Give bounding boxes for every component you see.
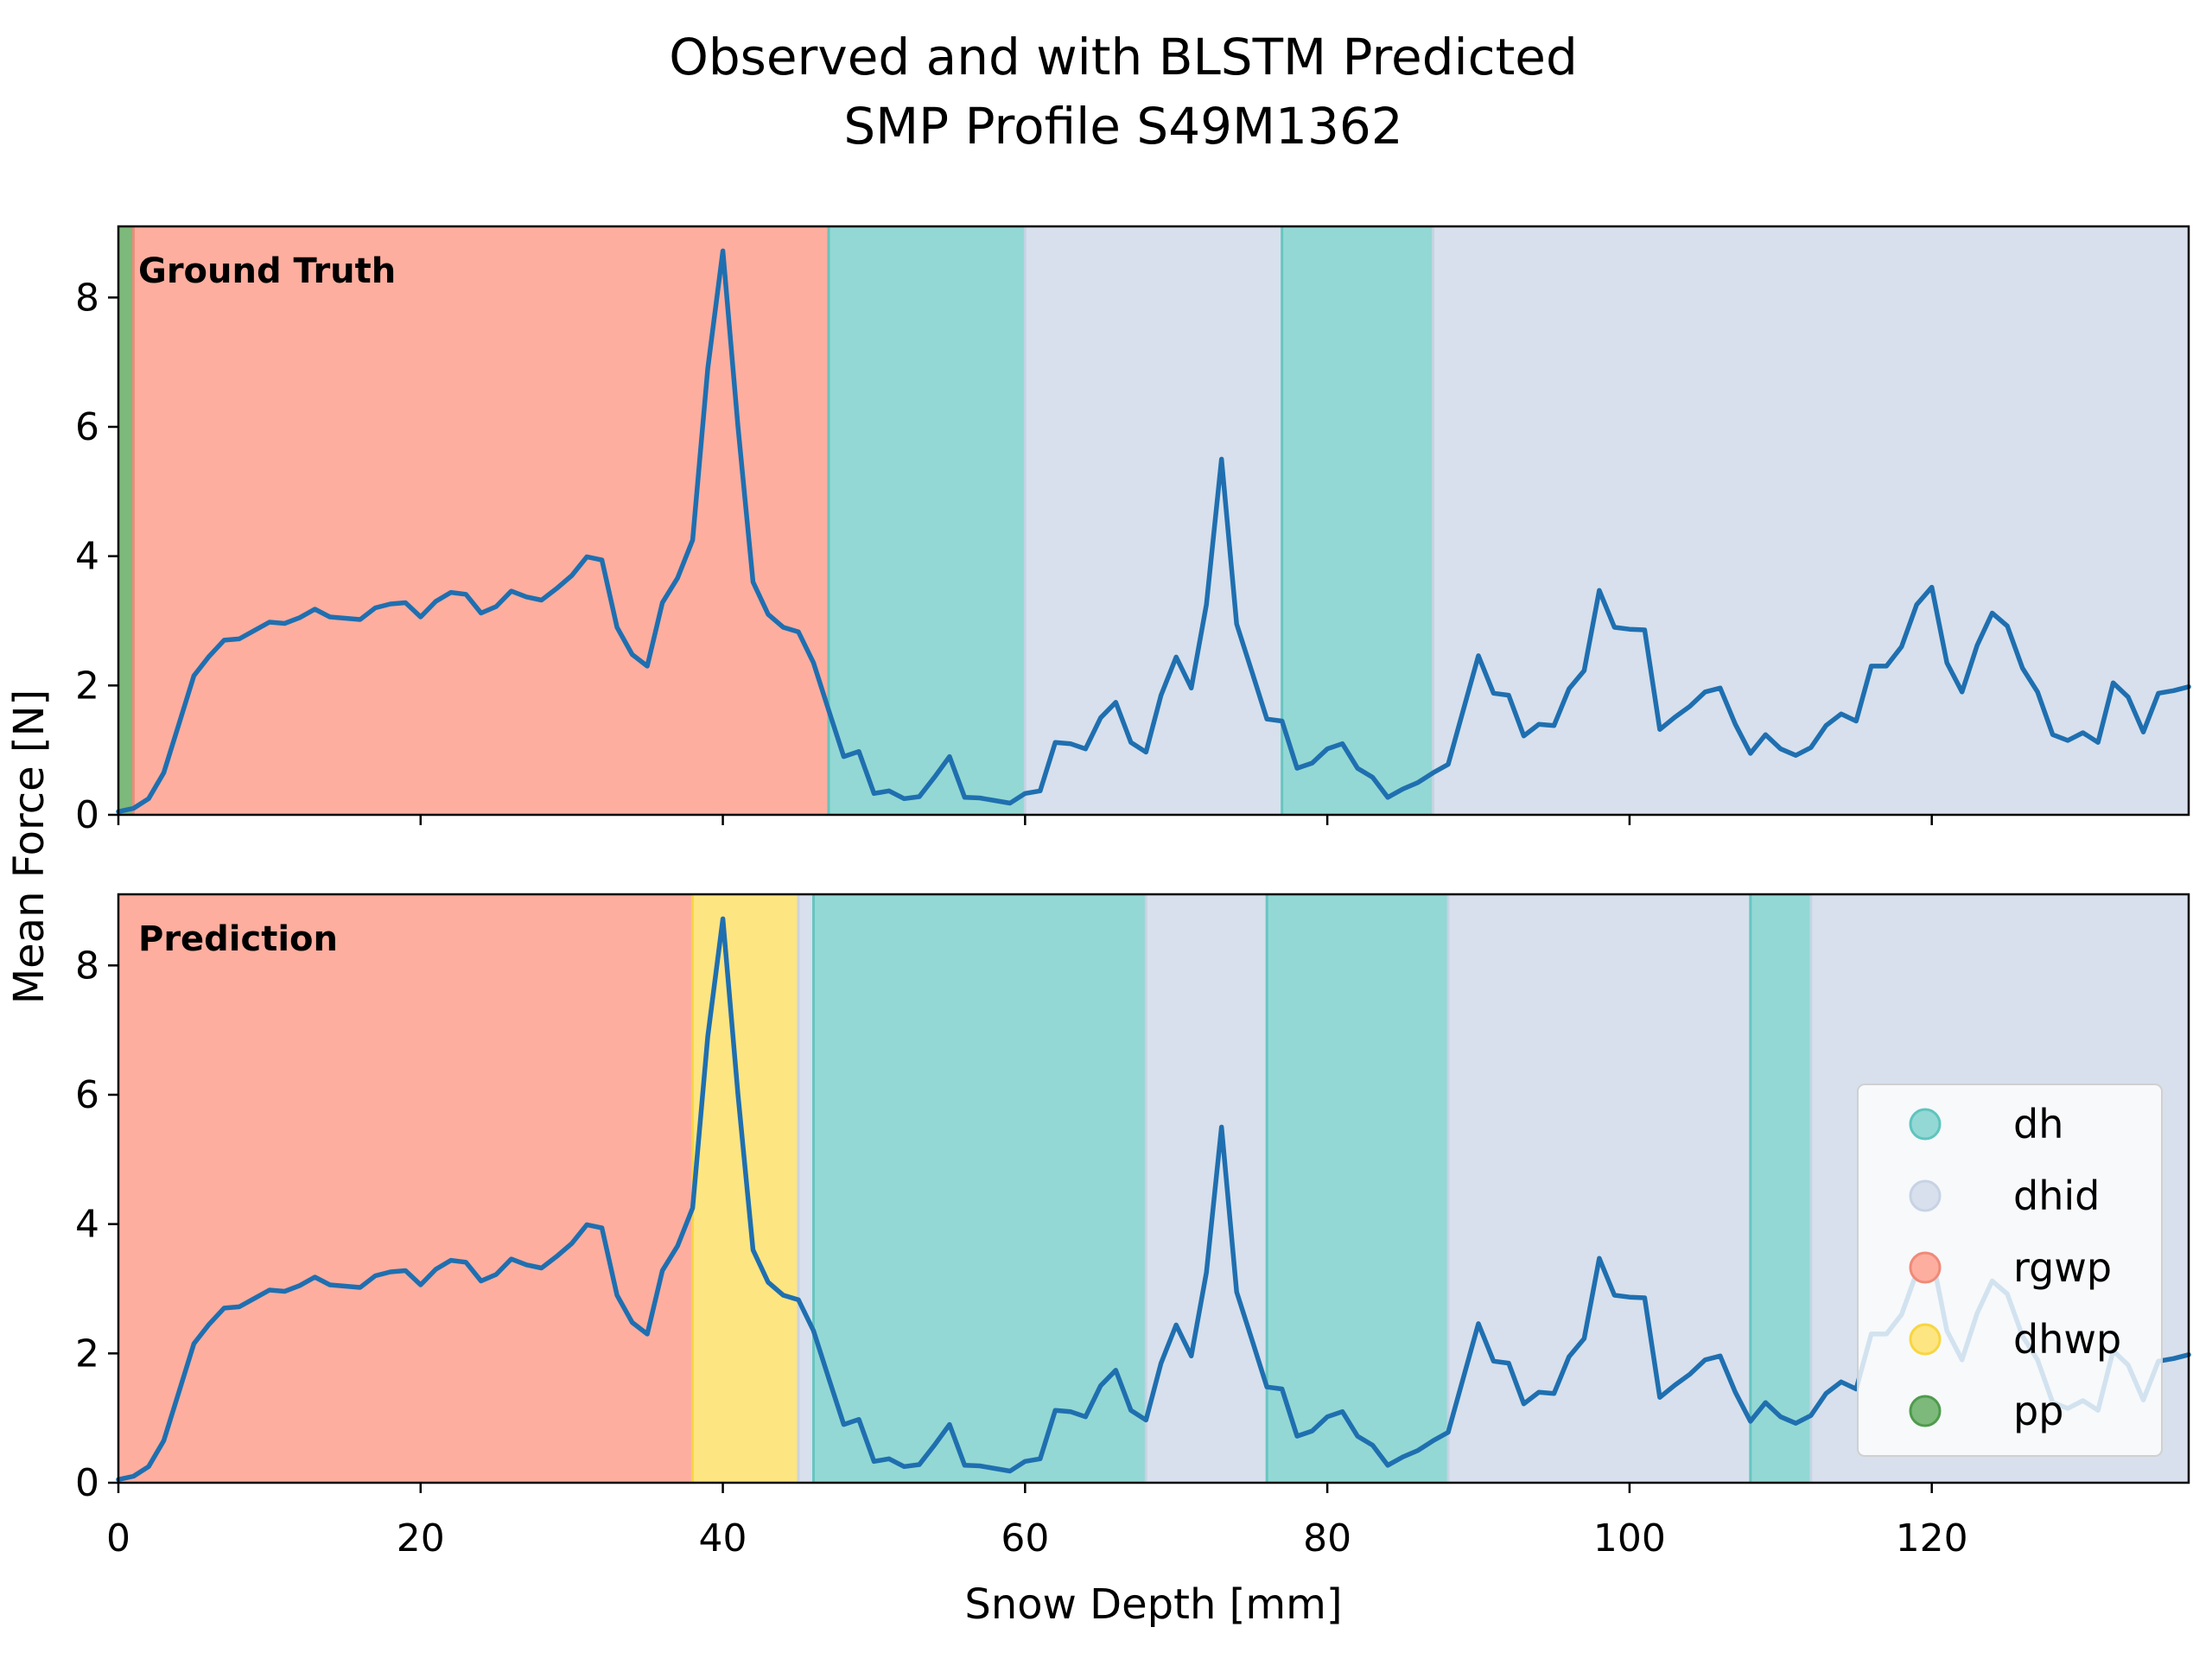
legend-label-pp: pp [2013, 1388, 2063, 1434]
y-tick-label: 6 [75, 405, 99, 449]
legend-box [1857, 1084, 2163, 1457]
legend-marker-dhwp [1909, 1323, 1942, 1356]
legend-marker-dhid [1909, 1179, 1942, 1212]
y-tick-label: 0 [75, 1461, 99, 1505]
span-rgwp-1 [133, 226, 829, 815]
span-dhid-2 [798, 894, 814, 1483]
panel-label: Ground Truth [138, 251, 396, 291]
y-tick-label: 4 [75, 1203, 99, 1247]
legend-label-dh: dh [2013, 1101, 2063, 1147]
x-tick-label: 100 [1593, 1516, 1666, 1560]
legend-marker-rgwp [1909, 1251, 1942, 1284]
x-tick-label: 80 [1303, 1516, 1351, 1560]
plot-frame [117, 893, 2190, 1484]
span-pp-0 [118, 226, 134, 815]
span-dh-5 [1267, 894, 1449, 1483]
span-dh-7 [1750, 894, 1811, 1483]
span-dh-3 [813, 894, 1147, 1483]
x-tick-label: 0 [106, 1516, 130, 1560]
panel-label: Prediction [138, 919, 338, 959]
mean-force-line [116, 916, 2191, 1483]
x-axis-label: Snow Depth [mm] [964, 1580, 1342, 1629]
x-tick-label: 60 [1001, 1516, 1049, 1560]
legend: dh dhid rgwp dhwp pp [1857, 1084, 2163, 1457]
x-tick-label: 20 [397, 1516, 445, 1560]
span-rgwp-0 [118, 894, 693, 1483]
legend-label-dhwp: dhwp [2013, 1316, 2121, 1363]
y-tick-label: 6 [75, 1073, 99, 1117]
y-tick-label: 2 [75, 1332, 99, 1376]
legend-label-dhid: dhid [2013, 1173, 2100, 1219]
ground-truth-panel: 0 2 4 6 8 Ground Truth [75, 225, 2191, 837]
y-tick-label: 4 [75, 535, 99, 579]
x-axis-ticks: 0 20 40 60 80 100 120 [106, 1516, 1968, 1560]
span-dhid-4 [1146, 894, 1268, 1483]
chart-title-line-2: SMP Profile S49M1362 [843, 97, 1402, 156]
mean-force-line [116, 248, 2191, 815]
span-dh-4 [1281, 226, 1433, 815]
legend-marker-pp [1909, 1395, 1942, 1427]
legend-marker-dh [1909, 1108, 1942, 1141]
y-axis-label: Mean Force [N] [5, 690, 54, 1005]
x-tick-label: 40 [699, 1516, 747, 1560]
chart-title-line-1: Observed and with BLSTM Predicted [669, 28, 1578, 86]
y-tick-label: 8 [75, 944, 99, 988]
span-dhid-6 [1448, 894, 1751, 1483]
y-tick-label: 2 [75, 664, 99, 708]
y-tick-label: 8 [75, 276, 99, 320]
span-dh-2 [828, 226, 1026, 815]
legend-label-rgwp: rgwp [2013, 1244, 2112, 1291]
y-tick-label: 0 [75, 793, 99, 837]
plot-frame [117, 225, 2190, 817]
x-tick-label: 120 [1896, 1516, 1968, 1560]
